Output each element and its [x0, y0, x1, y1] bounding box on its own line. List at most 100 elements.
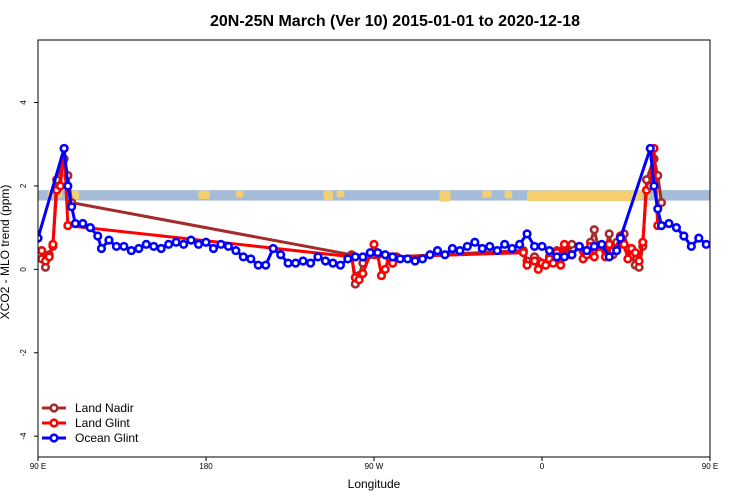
map-land — [439, 190, 451, 202]
data-point — [403, 254, 413, 264]
map-land — [235, 190, 244, 198]
data-point — [276, 250, 286, 260]
data-point — [492, 245, 502, 256]
data-point — [582, 245, 592, 256]
data-point — [440, 250, 450, 260]
y-axis-label: XCO2 - MLO trend (ppm) — [0, 185, 12, 320]
data-point — [63, 220, 73, 231]
y-tick-label: 0 — [19, 267, 28, 272]
data-point — [589, 225, 599, 235]
x-tick-label: 90 E — [702, 462, 718, 471]
y-tick-label: 2 — [19, 183, 28, 188]
data-point — [589, 241, 599, 252]
data-point — [544, 245, 555, 256]
data-point — [612, 245, 622, 256]
data-point — [208, 243, 219, 254]
data-point — [537, 241, 547, 252]
series-layer — [38, 143, 710, 289]
x-tick-label: 180 — [199, 462, 213, 471]
data-point — [246, 254, 256, 264]
data-point — [78, 218, 88, 229]
data-point — [417, 254, 428, 264]
data-point — [369, 239, 379, 249]
data-point — [604, 229, 614, 239]
data-point — [522, 260, 532, 270]
data-point — [522, 229, 532, 239]
y-tick-label: 4 — [19, 100, 28, 105]
data-point — [701, 239, 710, 249]
map-land — [198, 190, 210, 199]
data-point — [48, 239, 58, 249]
data-point — [559, 252, 570, 262]
data-point — [574, 241, 584, 252]
data-point — [507, 243, 517, 254]
data-point — [104, 235, 114, 245]
legend-marker — [49, 418, 59, 428]
data-point — [298, 256, 308, 266]
data-point — [193, 239, 204, 249]
data-point — [63, 181, 73, 191]
data-point — [66, 202, 77, 212]
data-point — [85, 223, 95, 233]
x-tick-label: 0 — [540, 462, 545, 471]
legend-label: Land Nadir — [75, 401, 134, 415]
map-land — [71, 190, 80, 200]
data-point — [291, 258, 301, 268]
world-map-strip — [38, 190, 710, 202]
data-point — [186, 235, 196, 245]
data-point — [376, 271, 387, 281]
data-point — [96, 243, 107, 254]
data-point — [470, 237, 480, 247]
legend-marker — [49, 433, 59, 443]
data-point — [559, 239, 570, 249]
data-point — [179, 239, 189, 249]
data-point — [619, 239, 629, 249]
data-point — [500, 239, 510, 249]
y-tick-label: -2 — [19, 349, 28, 357]
data-point — [149, 241, 159, 252]
data-point — [354, 275, 364, 285]
map-land — [323, 190, 333, 201]
map-land — [635, 190, 643, 200]
data-point — [261, 260, 271, 270]
data-point — [238, 252, 248, 262]
data-point — [216, 239, 226, 249]
data-point — [320, 256, 331, 266]
data-point — [664, 218, 674, 229]
data-point — [548, 258, 558, 268]
data-point — [679, 231, 689, 241]
x-tick-label: 90 E — [30, 462, 46, 471]
data-point — [634, 256, 644, 266]
data-point — [305, 258, 316, 268]
map-land — [336, 190, 345, 198]
data-point — [335, 260, 346, 270]
data-point — [556, 260, 566, 270]
data-point — [645, 143, 655, 154]
data-point — [358, 268, 368, 279]
data-point — [70, 218, 80, 229]
data-point — [432, 245, 443, 256]
data-point — [231, 245, 241, 256]
map-ocean — [38, 190, 710, 201]
x-axis-label: Longitude — [348, 477, 401, 491]
data-point — [671, 223, 682, 233]
data-point — [38, 245, 47, 256]
data-point — [358, 252, 368, 262]
data-point — [694, 233, 704, 243]
data-point — [529, 256, 540, 266]
data-point — [477, 243, 487, 254]
data-point — [514, 239, 525, 249]
data-point — [686, 241, 696, 252]
legend-marker — [49, 403, 59, 413]
data-point — [164, 239, 174, 249]
legend-label: Ocean Glint — [75, 431, 139, 445]
data-point — [141, 239, 151, 249]
data-point — [59, 143, 69, 154]
data-point — [201, 237, 211, 247]
data-point — [313, 252, 323, 262]
data-point — [518, 248, 528, 258]
y-tick-label: -4 — [19, 432, 28, 440]
data-point — [268, 243, 278, 254]
data-point — [380, 264, 390, 274]
